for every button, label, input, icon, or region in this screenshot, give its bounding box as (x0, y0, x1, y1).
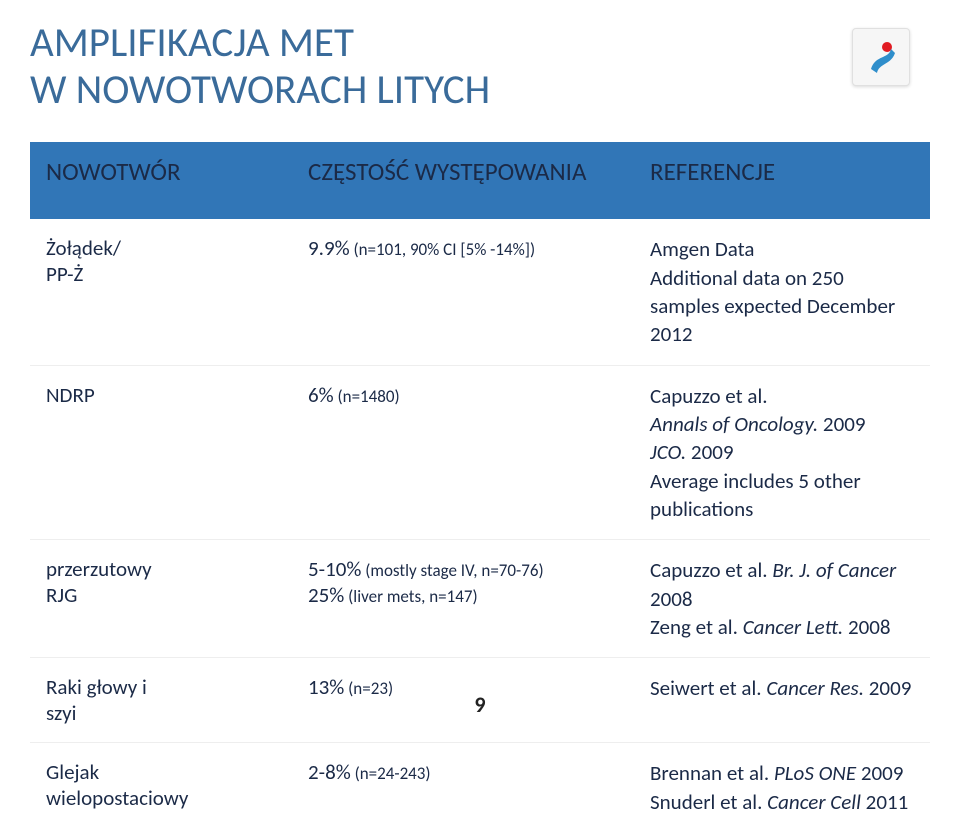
ref-journal: Cancer Lett. (743, 614, 844, 640)
cell-czestosc: 2-8% (n=24-243) (292, 743, 634, 832)
brand-logo (852, 28, 910, 86)
cell-ref: Amgen Data Additional data on 250 sample… (634, 219, 930, 365)
freq-main: 9.9% (308, 235, 350, 261)
ref-prefix: Capuzzo et al. (650, 383, 768, 409)
freq-sub: (mostly stage IV, n=70-76) (361, 560, 543, 581)
nowotwor-line1: Żołądek/ (46, 235, 121, 261)
cell-nowotwor: NDRP (30, 365, 292, 540)
ref-year: 2008 (650, 586, 693, 612)
nowotwor-line1: przerzutowy (46, 556, 152, 582)
table-row: Żołądek/ PP-Ż 9.9% (n=101, 90% CI [5% -1… (30, 219, 930, 365)
ref-journal: Annals of Oncology. (650, 411, 818, 437)
ref-journal: Cancer Cell (767, 789, 861, 815)
ref-year: 2009 (818, 411, 865, 437)
slide: AMPLIFIKACJA MET W NOWOTWORACH LITYCH NO… (0, 0, 960, 728)
freq-main: 2-8% (308, 759, 351, 785)
table-header-row: NOWOTWÓR CZĘSTOŚĆ WYSTĘPOWANIA REFERENCJ… (30, 142, 930, 219)
ref-prefix: Brennan et al. (650, 760, 774, 786)
cell-nowotwor: przerzutowy RJG (30, 540, 292, 658)
cell-ref: Capuzzo et al. Annals of Oncology. 2009 … (634, 365, 930, 540)
cell-czestosc: 6% (n=1480) (292, 365, 634, 540)
ref-prefix: Snuderl et al. (650, 789, 767, 815)
col-header-czestosc: CZĘSTOŚĆ WYSTĘPOWANIA (292, 142, 634, 219)
cell-ref: Capuzzo et al. Br. J. of Cancer 2008 Zen… (634, 540, 930, 658)
page-number: 9 (0, 691, 960, 718)
freq-sub: (n=24-243) (351, 763, 431, 784)
col-header-nowotwor: NOWOTWÓR (30, 142, 292, 219)
freq-sub: (n=101, 90% CI [5% -14%]) (350, 239, 536, 260)
nowotwor-line1: NDRP (46, 382, 95, 408)
nowotwor-line1: Glejak (46, 759, 99, 785)
freq-main: 5-10% (308, 556, 361, 582)
cell-nowotwor: Glejak wielopostaciowy (30, 743, 292, 832)
ref-year: 2011 (861, 789, 908, 815)
slide-title: AMPLIFIKACJA MET W NOWOTWORACH LITYCH (30, 20, 930, 114)
ref-line: Average includes 5 other publications (650, 468, 861, 522)
freq2-sub: (liver mets, n=147) (344, 586, 477, 607)
nowotwor-line2: wielopostaciowy (46, 785, 188, 811)
cell-ref: Brennan et al. PLoS ONE 2009 Snuderl et … (634, 743, 930, 832)
data-table: NOWOTWÓR CZĘSTOŚĆ WYSTĘPOWANIA REFERENCJ… (30, 142, 930, 832)
ref-journal: Br. J. of Cancer (772, 557, 896, 583)
ref-journal: PLoS ONE (774, 760, 856, 786)
cell-czestosc: 9.9% (n=101, 90% CI [5% -14%]) (292, 219, 634, 365)
nowotwor-line2: RJG (46, 582, 77, 608)
nowotwor-line2: PP-Ż (46, 261, 83, 287)
ref-journal: JCO. (650, 439, 686, 465)
ref-line: Amgen Data (650, 236, 755, 262)
freq-sub: (n=1480) (334, 386, 400, 407)
ref-prefix: Capuzzo et al. (650, 557, 772, 583)
cell-nowotwor: Żołądek/ PP-Ż (30, 219, 292, 365)
ref-year: 2009 (856, 760, 903, 786)
freq2-main: 25% (308, 582, 344, 608)
ref-year: 2009 (686, 439, 733, 465)
freq-main: 6% (308, 382, 334, 408)
title-line2: W NOWOTWORACH LITYCH (30, 65, 490, 115)
ref-line: Additional data on 250 samples expected … (650, 265, 895, 348)
title-line1: AMPLIFIKACJA MET (30, 18, 354, 68)
table-row: przerzutowy RJG 5-10% (mostly stage IV, … (30, 540, 930, 658)
col-header-referencje: REFERENCJE (634, 142, 930, 219)
table-row: Glejak wielopostaciowy 2-8% (n=24-243) B… (30, 743, 930, 832)
table-row: NDRP 6% (n=1480) Capuzzo et al. Annals o… (30, 365, 930, 540)
ref-prefix: Zeng et al. (650, 614, 743, 640)
ref-year: 2008 (843, 614, 890, 640)
cell-czestosc: 5-10% (mostly stage IV, n=70-76) 25% (li… (292, 540, 634, 658)
